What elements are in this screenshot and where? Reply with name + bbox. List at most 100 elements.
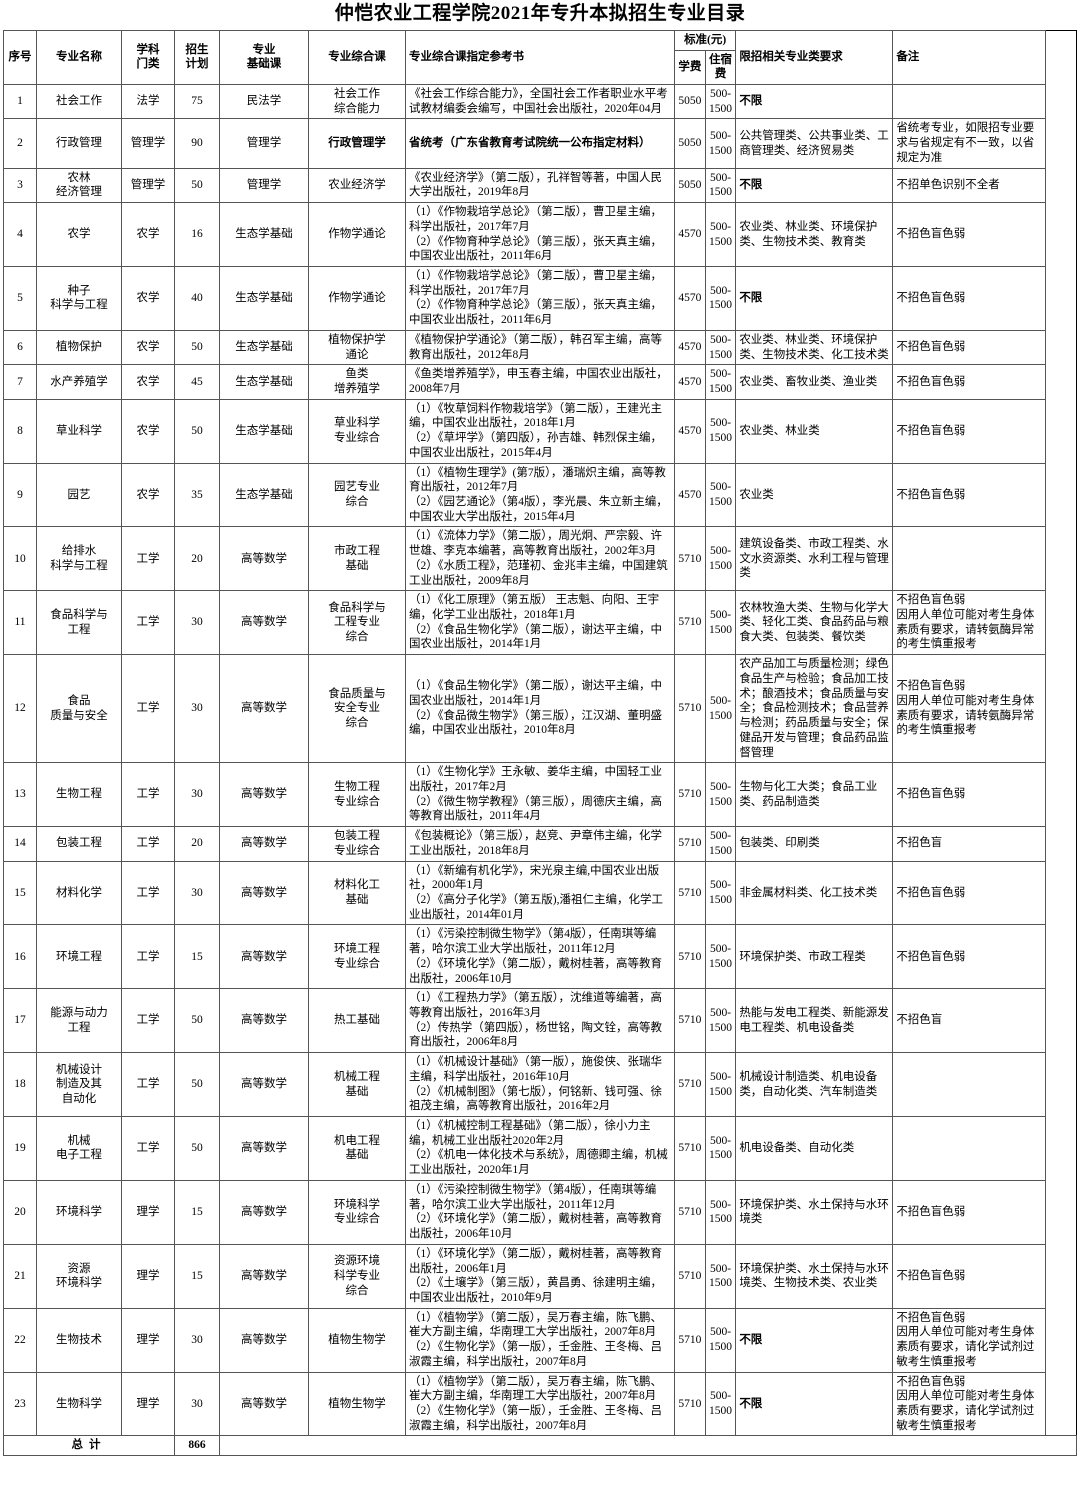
table-row: 2 行政管理 管理学 90 管理学 行政管理学 省统考（广东省教育考试院统一公布指定材料） 5… xyxy=(3,118,1077,169)
table-row: 9 园艺 农学 35 生态学基础 园艺专业 综合 （1）《植物生理学》(第7版），潘瑞炽主编… xyxy=(3,462,1077,528)
cell-comprehensive-course: 鱼类 增养殖学 xyxy=(308,364,406,400)
cell-requirement: 农产品加工与质量检测；绿色食品生产与检验；食品加工技术；酿酒技术；食品质量与安全… xyxy=(735,654,894,764)
cell-comprehensive-course: 社会工作 综合能力 xyxy=(308,84,406,120)
cell-plan: 15 xyxy=(174,1179,220,1245)
cell-index: 15 xyxy=(3,860,37,926)
cell-index: 6 xyxy=(3,329,37,366)
cell-dorm: 500-1500 xyxy=(704,265,737,331)
cell-comprehensive-course: 农业经济学 xyxy=(308,167,406,204)
cell-index: 2 xyxy=(3,118,37,169)
cell-major-name: 生物工程 xyxy=(36,762,122,828)
table-row: 18 机械设计 制造及其 自动化 工学 50 高等数学 机械工程 基础 （1）《机械设计基础… xyxy=(3,1052,1077,1118)
cell-reference-books: （1）《机械设计基础》（第一版），施俊侠、张瑞华主编，科学出版社，2016年10… xyxy=(405,1052,675,1118)
col-header-comprehensive-course: 专业综合课 xyxy=(308,29,406,86)
cell-dorm: 500-1500 xyxy=(704,1116,737,1181)
cell-major-name: 资源 环境科学 xyxy=(36,1243,122,1309)
cell-index: 17 xyxy=(3,988,37,1054)
cell-discipline: 工学 xyxy=(121,526,175,592)
cell-basic-course: 高等数学 xyxy=(219,526,309,592)
cell-note: 不招色盲色弱 xyxy=(892,265,1047,331)
cell-comprehensive-course: 环境工程 专业综合 xyxy=(308,924,406,990)
cell-dorm: 500-1500 xyxy=(704,118,737,169)
cell-major-name: 能源与动力 工程 xyxy=(36,988,122,1054)
table-subheader-row: 学费 住宿费 xyxy=(4,49,1077,86)
cell-dorm: 500-1500 xyxy=(704,762,737,828)
cell-major-name: 植物保护 xyxy=(36,329,122,366)
cell-reference-books: 《植物保护学通论》（第二版），韩召军主编，高等教育出版社，2012年8月 xyxy=(405,329,675,366)
cell-reference-books: 《鱼类增养殖学》，申玉春主编，中国农业出版社，2008年7月 xyxy=(405,364,675,400)
cell-reference-books: 省统考（广东省教育考试院统一公布指定材料） xyxy=(405,118,675,169)
table-row: 7 水产养殖学 农学 45 生态学基础 鱼类 增养殖学 《鱼类增养殖学》，申玉春主编，中国农… xyxy=(3,364,1077,400)
cell-tuition: 4570 xyxy=(674,462,706,528)
table-body: 1 社会工作 法学 75 民法学 社会工作 综合能力 《社会工作综合能力》，全国社会工作者职… xyxy=(3,84,1077,1437)
cell-major-name: 社会工作 xyxy=(36,84,122,120)
cell-reference-books: （1）《植物学》（第二版），吴万春主编，陈飞鹏、崔大方副主编，华南理工大学出版社… xyxy=(405,1307,675,1373)
cell-index: 5 xyxy=(3,265,37,331)
cell-discipline: 工学 xyxy=(121,1052,175,1118)
cell-plan: 50 xyxy=(174,1116,220,1181)
cell-tuition: 5050 xyxy=(674,167,706,204)
cell-requirement: 不限 xyxy=(735,1371,894,1437)
cell-note: 不招色盲色弱 因用人单位可能对考生身体素质有要求，请转氨酶异常的考生慎重报考 xyxy=(892,654,1047,764)
admissions-catalog-table: 序号 专业名称 学科 门类 招生 计划 专业 基础课 专业综合课 专业综合课指定… xyxy=(3,29,1077,1457)
cell-requirement: 环境保护类、市政工程类 xyxy=(735,924,894,990)
col-header-requirement: 限招相关专业类要求 xyxy=(735,29,894,86)
cell-basic-course: 高等数学 xyxy=(219,590,309,656)
cell-reference-books: （1）《工程热力学》（第五版），沈维道等编著，高等教育出版社，2016年3月 （… xyxy=(405,988,675,1054)
cell-discipline: 理学 xyxy=(121,1307,175,1373)
cell-requirement: 建筑设备类、市政工程类、水文水资源类、水利工程与管理类 xyxy=(735,526,894,592)
cell-note xyxy=(892,526,1047,592)
cell-reference-books: （1）《植物生理学》(第7版），潘瑞炽主编，高等教育出版社，2012年7月 （2… xyxy=(405,462,675,528)
cell-major-name: 农林 经济管理 xyxy=(36,167,122,204)
cell-basic-course: 民法学 xyxy=(219,84,309,120)
cell-tuition: 5710 xyxy=(674,526,706,592)
table-row: 23 生物科学 理学 30 高等数学 植物生物学 （1）《植物学》（第二版），吴万春主编，陈… xyxy=(3,1371,1077,1437)
cell-requirement: 农业类、林业类、环境保护类、生物技术类、化工技术类 xyxy=(735,329,894,366)
cell-plan: 50 xyxy=(174,988,220,1054)
cell-comprehensive-course: 机械工程 基础 xyxy=(308,1052,406,1118)
cell-tuition: 4570 xyxy=(674,265,706,331)
cell-major-name: 种子 科学与工程 xyxy=(36,265,122,331)
cell-plan: 15 xyxy=(174,1243,220,1309)
cell-note: 不招色盲色弱 xyxy=(892,762,1047,828)
table-row: 1 社会工作 法学 75 民法学 社会工作 综合能力 《社会工作综合能力》，全国社会工作者职… xyxy=(3,84,1077,120)
cell-note: 不招色盲色弱 xyxy=(892,462,1047,528)
cell-note: 不招色盲 xyxy=(892,826,1047,862)
cell-discipline: 理学 xyxy=(121,1243,175,1309)
cell-major-name: 生物科学 xyxy=(36,1371,122,1437)
cell-major-name: 农学 xyxy=(36,202,122,267)
col-header-reference-books: 专业综合课指定参考书 xyxy=(405,29,675,86)
cell-plan: 30 xyxy=(174,860,220,926)
cell-requirement: 农林牧渔大类、生物与化学大类、轻化工类、食品药品与粮食大类、包装类、餐饮类 xyxy=(735,590,894,656)
cell-basic-course: 生态学基础 xyxy=(219,202,309,267)
cell-major-name: 环境科学 xyxy=(36,1179,122,1245)
cell-tuition: 5710 xyxy=(674,1243,706,1309)
cell-comprehensive-course: 生物工程 专业综合 xyxy=(308,762,406,828)
cell-requirement: 农业类 xyxy=(735,462,894,528)
footer-blank-cell xyxy=(219,1435,1077,1457)
cell-major-name: 给排水 科学与工程 xyxy=(36,526,122,592)
table-row: 10 给排水 科学与工程 工学 20 高等数学 市政工程 基础 （1）《流体力学》（第二版）… xyxy=(3,526,1077,592)
cell-index: 20 xyxy=(3,1179,37,1245)
cell-discipline: 工学 xyxy=(121,826,175,862)
cell-index: 10 xyxy=(3,526,37,592)
cell-index: 21 xyxy=(3,1243,37,1309)
cell-major-name: 包装工程 xyxy=(36,826,122,862)
cell-note: 不招单色识别不全者 xyxy=(892,167,1047,204)
cell-tuition: 4570 xyxy=(674,398,706,464)
cell-reference-books: 《农业经济学》（第二版），孔祥智等著，中国人民大学出版社，2019年8月 xyxy=(405,167,675,204)
cell-comprehensive-course: 食品质量与 安全专业 综合 xyxy=(308,654,406,764)
cell-dorm: 500-1500 xyxy=(704,924,737,990)
cell-reference-books: （1）《化工原理》（第五版） 王志魁、向阳、王宇编，化学工业出版社，2018年1… xyxy=(405,590,675,656)
cell-discipline: 工学 xyxy=(121,988,175,1054)
cell-note: 不招色盲色弱 xyxy=(892,1243,1047,1309)
total-label: 总计 xyxy=(3,1435,175,1457)
cell-requirement: 农业类、林业类 xyxy=(735,398,894,464)
cell-major-name: 食品 质量与安全 xyxy=(36,654,122,764)
cell-reference-books: （1）《作物栽培学总论》（第二版），曹卫星主编，科学出版社，2017年7月 （2… xyxy=(405,265,675,331)
cell-requirement: 不限 xyxy=(735,84,894,120)
cell-major-name: 食品科学与 工程 xyxy=(36,590,122,656)
cell-requirement: 非金属材料类、化工技术类 xyxy=(735,860,894,926)
cell-discipline: 农学 xyxy=(121,462,175,528)
cell-basic-course: 高等数学 xyxy=(219,1052,309,1118)
